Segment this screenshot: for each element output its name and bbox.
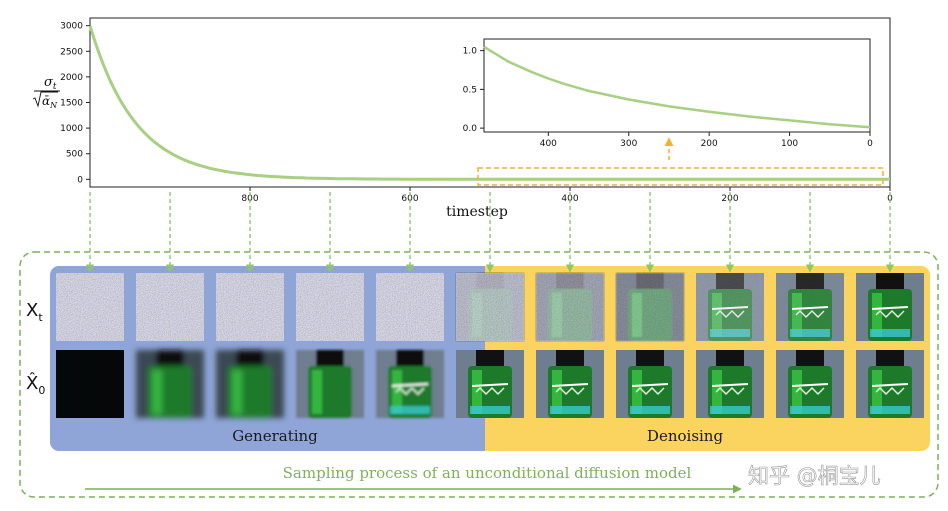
- x0-tile: [136, 350, 204, 418]
- main-xlabel: timestep: [446, 204, 508, 220]
- watermark: 知乎 @桐宝儿: [748, 464, 881, 488]
- main-x-ticks: 8006004002000: [241, 187, 893, 204]
- inset-y-tick-label: 1.0: [463, 47, 478, 57]
- main-series-line: [88, 25, 890, 181]
- xt-tile: [856, 273, 924, 341]
- xt-tile: [696, 273, 764, 341]
- xt-tile: [776, 273, 844, 341]
- figure-caption: Sampling process of an unconditional dif…: [283, 464, 692, 482]
- xt-tile: [56, 273, 124, 341]
- denoising-label: Denoising: [647, 427, 724, 445]
- inset-plot-frame: [483, 38, 871, 133]
- inset-x-tick-label: 100: [781, 139, 798, 149]
- xt-tile: [216, 273, 284, 341]
- x0-tile: [56, 350, 124, 418]
- x0-tile: [296, 350, 364, 418]
- ylabel-numerator: σ: [44, 75, 54, 90]
- x0-tile: [216, 350, 284, 418]
- row-label-xt: Xt: [26, 300, 43, 324]
- main-y-tick-label: 1500: [60, 99, 83, 109]
- main-y-tick-label: 1000: [60, 124, 83, 134]
- main-y-tick-label: 2000: [60, 73, 83, 83]
- x0-image-row: [56, 350, 924, 418]
- main-y-tick-label: 0: [77, 175, 83, 185]
- x0-tile: [776, 350, 844, 418]
- inset-x-tick-label: 300: [620, 139, 637, 149]
- xt-tile: [136, 273, 204, 341]
- svg-text:ᾱN: ᾱN: [42, 94, 58, 110]
- main-y-ticks: 0 500 1000 1500 2000 2500 3000: [60, 22, 90, 185]
- x0-tile: [456, 350, 524, 418]
- sampling-panel-border: [19, 251, 939, 498]
- xt-tile: [376, 273, 444, 341]
- generating-label: Generating: [232, 427, 318, 445]
- row-label-x0: X̂0: [26, 373, 45, 397]
- inset-x-ticks: 400 300 200 100 0: [540, 132, 873, 149]
- xt-tile: [296, 273, 364, 341]
- xt-tile: [616, 273, 684, 341]
- inset-y-tick-label: 0.0: [463, 124, 478, 134]
- inset-y-tick-label: 0.5: [463, 85, 477, 95]
- main-y-tick-label: 2500: [60, 47, 83, 57]
- inset-x-tick-label: 400: [540, 139, 557, 149]
- ylabel-denominator: ᾱ: [42, 94, 50, 108]
- inset-x-tick-label: 0: [867, 139, 873, 149]
- main-y-tick-label: 500: [66, 150, 83, 160]
- main-ylabel: σt ᾱN: [32, 75, 60, 110]
- ylabel-denominator-sub: N: [49, 101, 58, 110]
- ylabel-numerator-sub: t: [53, 82, 57, 92]
- x0-tile: [856, 350, 924, 418]
- inset-y-ticks: 0.0 0.5 1.0: [463, 47, 484, 134]
- timestep-arrows: [85, 192, 895, 273]
- x0-tile: [696, 350, 764, 418]
- main-y-tick-label: 3000: [60, 22, 83, 32]
- x0-tile: [536, 350, 604, 418]
- x0-tile: [616, 350, 684, 418]
- svg-text:σt: σt: [44, 75, 57, 92]
- x0-tile: [376, 350, 444, 418]
- inset-series-line: [483, 45, 871, 129]
- xt-tile: [456, 273, 524, 341]
- inset-chart: 0.0 0.5 1.0 400 300 200 100 0: [463, 38, 873, 149]
- zoom-region-box: [477, 167, 884, 186]
- inset-x-tick-label: 200: [701, 139, 718, 149]
- xt-image-row: [56, 273, 924, 341]
- xt-tile: [536, 273, 604, 341]
